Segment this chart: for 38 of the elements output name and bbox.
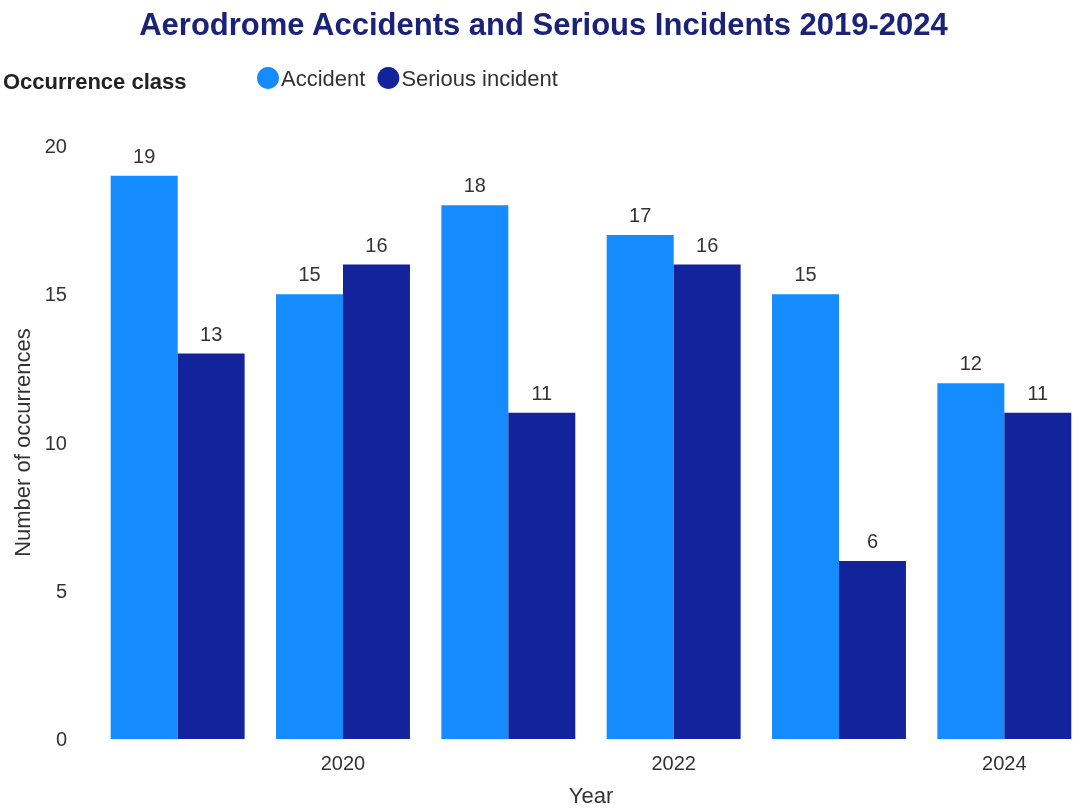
data-label: 15 [794,263,817,286]
data-label: 15 [298,263,321,286]
data-label: 16 [696,233,719,256]
bar [1004,412,1072,739]
data-label: 17 [629,203,652,226]
legend-label: Accident [281,65,366,91]
x-tick-label: 2020 [320,752,366,774]
bar [839,561,906,739]
data-label: 18 [463,174,486,197]
y-tick-label: 0 [55,728,67,750]
bar [110,175,178,739]
bar [606,234,674,739]
bar [441,205,509,739]
y-axis-title: Number of occurrences [9,328,35,557]
bar [177,353,245,739]
y-tick-label: 20 [44,135,67,157]
bar [937,383,1005,739]
chart-title: Aerodrome Accidents and Serious Incidents 2019-2024 [139,7,949,42]
data-label: 6 [866,530,879,553]
data-label: 13 [200,322,223,345]
x-tick-label: 2022 [651,752,696,774]
x-axis-title: Year [568,782,614,808]
bar [343,264,410,739]
y-tick-label: 10 [44,431,67,454]
y-tick-label: 5 [55,579,67,602]
bar [276,294,343,739]
legend-title: Occurrence class [3,68,187,94]
bar [772,294,839,739]
bar [508,412,576,739]
bar [673,264,741,739]
y-tick-label: 15 [44,283,67,306]
legend-label: Serious incident [401,65,558,91]
data-label: 16 [365,233,388,256]
x-tick-label: 2024 [982,752,1027,774]
data-label: 11 [1027,381,1049,404]
data-label: 11 [531,381,553,404]
data-label: 12 [959,352,982,375]
data-label: 19 [133,144,156,167]
